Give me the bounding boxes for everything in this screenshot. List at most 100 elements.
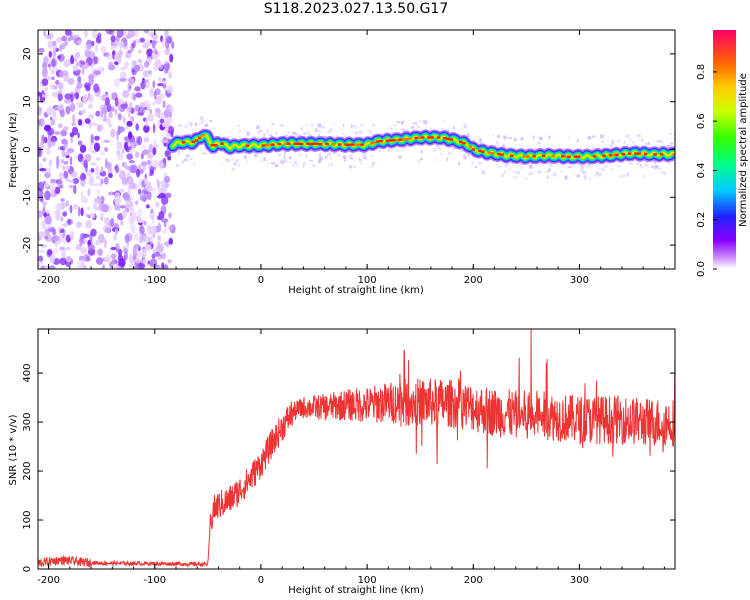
noise-blob <box>114 97 119 107</box>
noise-blob <box>51 187 54 197</box>
ridge-halo-speck <box>643 174 645 178</box>
noise-blob <box>145 117 149 128</box>
noise-blob <box>77 140 83 146</box>
ridge-halo-speck <box>279 124 284 127</box>
ridge-halo-speck <box>554 163 556 165</box>
ridge-halo-speck <box>185 124 187 128</box>
noise-blob <box>50 68 54 75</box>
ridge-peak <box>672 153 675 156</box>
ridge-halo-speck <box>318 159 322 164</box>
ridge-halo-speck <box>231 167 235 171</box>
ridge-halo-speck <box>243 129 246 131</box>
noise-blob <box>73 184 77 195</box>
ridge-halo-speck <box>378 150 382 152</box>
ridge-halo-speck <box>433 148 436 150</box>
noise-blob <box>82 108 86 115</box>
ridge-halo-speck <box>260 160 263 163</box>
noise-blob <box>116 141 123 150</box>
noise-blob <box>118 258 126 267</box>
ridge-halo-speck <box>256 137 259 140</box>
ridge-halo-speck <box>661 171 666 174</box>
noise-blob <box>72 203 79 210</box>
ridge-halo-speck <box>568 166 572 169</box>
noise-blob <box>40 117 45 127</box>
noise-blob <box>72 178 80 184</box>
ridge-halo-speck <box>580 169 584 173</box>
ridge-halo-speck <box>447 129 450 133</box>
ridge-peak <box>373 141 377 144</box>
noise-blob <box>163 175 171 184</box>
y-tick-label: 10 <box>22 95 33 108</box>
ridge-peak <box>344 143 348 146</box>
ridge-halo-speck <box>548 168 551 172</box>
noise-blob <box>47 40 54 47</box>
noise-blob <box>68 184 74 189</box>
ridge-halo-speck <box>645 160 648 165</box>
noise-blob <box>132 94 136 101</box>
noise-blob <box>167 259 172 264</box>
ridge-peak <box>296 142 301 145</box>
noise-blob <box>140 80 147 90</box>
spectrogram-y-axis: -20 -10 0 10 20 <box>22 48 675 253</box>
noise-blob <box>144 178 148 185</box>
noise-blob <box>44 34 52 40</box>
noise-blob <box>142 259 147 265</box>
noise-blob <box>143 41 148 48</box>
ridge-halo-speck <box>333 152 338 155</box>
colorbar-label: Normalized spectral amplitude <box>738 73 749 227</box>
noise-blob <box>60 129 68 137</box>
noise-blob <box>72 113 76 124</box>
ridge-halo-speck <box>586 137 589 139</box>
noise-blob <box>151 225 158 234</box>
noise-blob <box>64 246 71 251</box>
noise-blob <box>83 253 90 262</box>
noise-blob <box>100 46 107 54</box>
noise-blob <box>67 77 75 86</box>
ridge-halo-speck <box>270 162 275 165</box>
noise-blob <box>64 40 68 46</box>
ridge-peak <box>283 142 288 145</box>
noise-blob <box>96 257 104 265</box>
noise-blob <box>38 262 41 268</box>
noise-blob <box>162 157 167 164</box>
ridge-halo-speck <box>568 135 570 137</box>
noise-blob <box>120 103 128 109</box>
ridge-peak <box>532 155 536 158</box>
noise-blob <box>106 104 112 112</box>
noise-blob <box>142 145 147 150</box>
noise-blob <box>162 228 167 235</box>
noise-blob <box>76 265 84 269</box>
noise-blob <box>161 218 169 223</box>
noise-blob <box>124 61 129 69</box>
ridge-halo-speck <box>538 136 543 141</box>
noise-blob <box>126 106 131 114</box>
ridge-halo-speck <box>336 135 339 138</box>
noise-blob <box>122 161 128 168</box>
ridge-peak <box>627 152 632 155</box>
noise-blob <box>88 103 93 110</box>
ridge-halo-speck <box>411 126 415 129</box>
noise-blob <box>44 86 48 92</box>
ridge-halo-speck <box>284 134 289 136</box>
ridge-halo-speck <box>359 162 363 165</box>
ridge-halo-speck <box>304 133 307 135</box>
noise-blob <box>65 30 72 36</box>
noise-blob <box>135 92 143 98</box>
noise-blob <box>44 92 49 100</box>
noise-blob <box>77 132 80 139</box>
noise-blob <box>167 225 173 231</box>
noise-blob <box>107 167 113 175</box>
noise-blob <box>87 93 94 103</box>
noise-blob <box>136 218 144 223</box>
ridge-halo-speck <box>267 162 269 164</box>
noise-blob <box>99 112 102 122</box>
ridge-halo-speck <box>289 161 291 164</box>
ridge-halo-speck <box>423 120 427 125</box>
ridge-halo-speck <box>572 173 576 176</box>
noise-blob <box>142 149 150 155</box>
ridge-peak <box>459 140 463 144</box>
ridge-halo-speck <box>279 159 282 163</box>
ridge-halo-speck <box>516 171 520 175</box>
ridge-halo-speck <box>327 164 330 167</box>
noise-blob <box>87 244 95 251</box>
